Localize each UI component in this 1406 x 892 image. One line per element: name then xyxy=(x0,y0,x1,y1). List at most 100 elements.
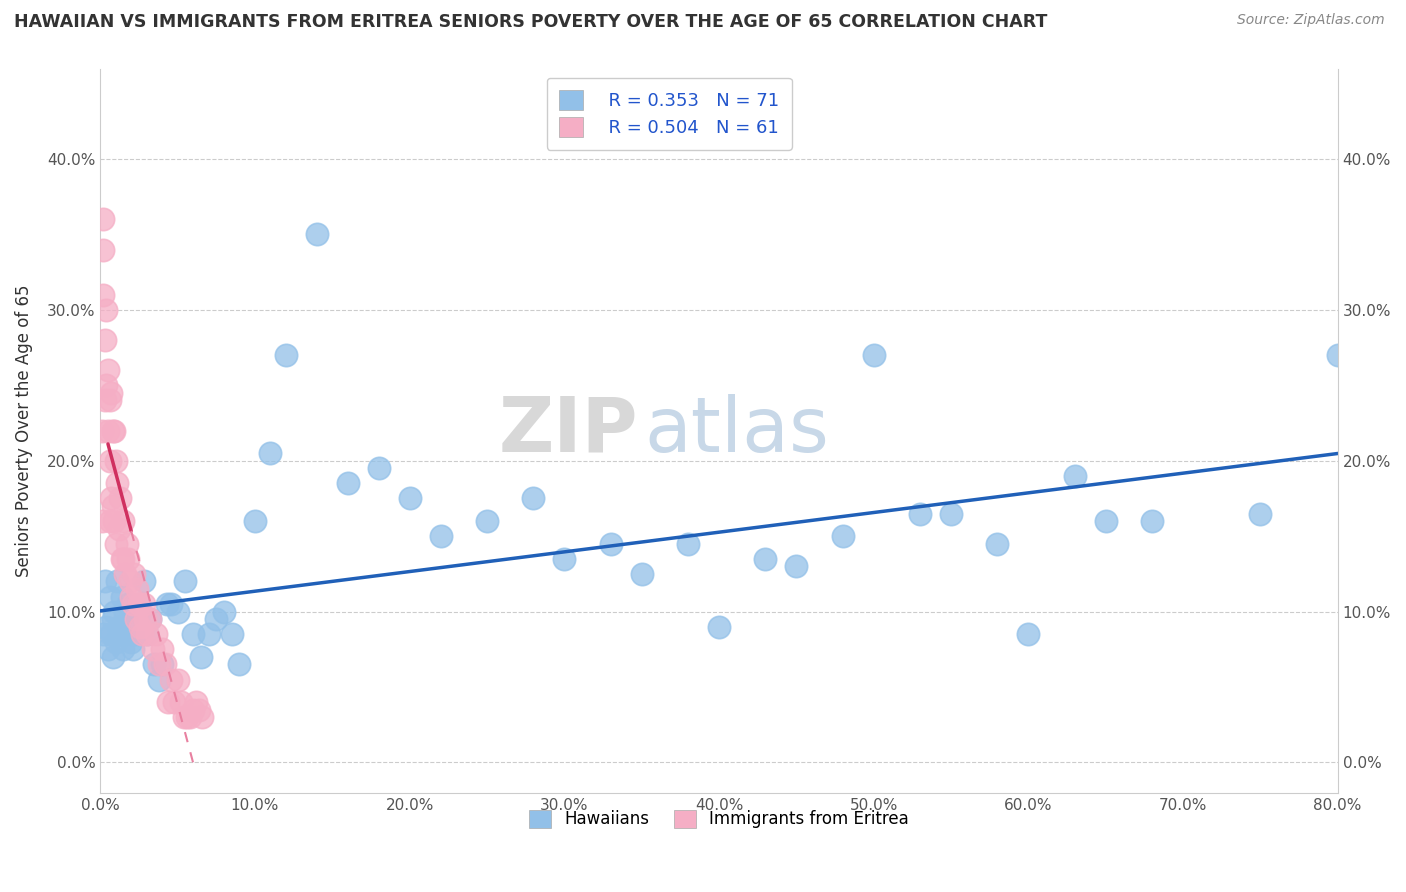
Point xyxy=(112,551,135,566)
Point xyxy=(139,612,162,626)
Point xyxy=(124,566,146,581)
Point xyxy=(117,597,139,611)
Point xyxy=(181,627,204,641)
Point xyxy=(101,649,124,664)
Point xyxy=(160,597,183,611)
Point xyxy=(97,642,120,657)
Point xyxy=(831,529,853,543)
Point xyxy=(98,514,121,528)
Point xyxy=(398,491,420,506)
Point xyxy=(103,424,125,438)
Point xyxy=(166,673,188,687)
Point xyxy=(157,695,180,709)
Point xyxy=(125,620,148,634)
Point xyxy=(101,499,124,513)
Point xyxy=(90,514,112,528)
Point xyxy=(176,710,198,724)
Point xyxy=(707,620,730,634)
Point xyxy=(143,657,166,672)
Point xyxy=(170,695,193,709)
Point xyxy=(125,612,148,626)
Legend: Hawaiians, Immigrants from Eritrea: Hawaiians, Immigrants from Eritrea xyxy=(523,803,915,835)
Point xyxy=(908,507,931,521)
Text: HAWAIIAN VS IMMIGRANTS FROM ERITREA SENIORS POVERTY OVER THE AGE OF 65 CORRELATI: HAWAIIAN VS IMMIGRANTS FROM ERITREA SENI… xyxy=(14,13,1047,31)
Point xyxy=(118,620,141,634)
Point xyxy=(148,657,170,672)
Point xyxy=(132,597,155,611)
Point xyxy=(101,424,124,438)
Point xyxy=(190,649,212,664)
Point xyxy=(93,288,115,302)
Point xyxy=(114,605,136,619)
Point xyxy=(186,695,208,709)
Point xyxy=(205,612,228,626)
Point xyxy=(96,620,118,634)
Point xyxy=(986,537,1008,551)
Point xyxy=(599,537,621,551)
Point xyxy=(131,627,153,641)
Point xyxy=(104,634,127,648)
Point xyxy=(128,597,150,611)
Point xyxy=(100,385,122,400)
Point xyxy=(105,476,128,491)
Point xyxy=(754,551,776,566)
Point xyxy=(129,620,152,634)
Point xyxy=(98,393,121,408)
Point xyxy=(105,574,128,589)
Point xyxy=(108,522,131,536)
Point xyxy=(114,566,136,581)
Point xyxy=(1140,514,1163,528)
Point xyxy=(121,642,143,657)
Point xyxy=(115,537,138,551)
Point xyxy=(179,710,201,724)
Point xyxy=(163,695,186,709)
Point xyxy=(104,537,127,551)
Point xyxy=(939,507,962,521)
Point xyxy=(96,302,118,317)
Point xyxy=(336,476,359,491)
Point xyxy=(100,491,122,506)
Point xyxy=(522,491,544,506)
Point xyxy=(94,333,117,347)
Point xyxy=(97,424,120,438)
Point xyxy=(94,574,117,589)
Point xyxy=(135,627,157,641)
Point xyxy=(367,461,389,475)
Point xyxy=(155,657,177,672)
Point xyxy=(166,605,188,619)
Point xyxy=(429,529,451,543)
Point xyxy=(243,514,266,528)
Point xyxy=(127,612,149,626)
Point xyxy=(305,227,328,242)
Point xyxy=(103,605,125,619)
Point xyxy=(1094,514,1116,528)
Point xyxy=(1063,468,1085,483)
Point xyxy=(98,454,121,468)
Point xyxy=(111,551,134,566)
Point xyxy=(221,627,243,641)
Point xyxy=(862,348,884,362)
Point xyxy=(134,612,156,626)
Point xyxy=(112,642,135,657)
Point xyxy=(135,627,157,641)
Point xyxy=(103,514,125,528)
Point xyxy=(1249,507,1271,521)
Point xyxy=(142,642,165,657)
Point xyxy=(97,363,120,377)
Point xyxy=(150,642,173,657)
Point xyxy=(127,582,149,596)
Point xyxy=(212,605,235,619)
Point xyxy=(181,703,204,717)
Point xyxy=(115,627,138,641)
Point xyxy=(124,627,146,641)
Point xyxy=(145,627,167,641)
Point xyxy=(150,657,173,672)
Point xyxy=(1017,627,1039,641)
Text: atlas: atlas xyxy=(645,393,830,467)
Point xyxy=(120,634,142,648)
Point xyxy=(101,612,124,626)
Point xyxy=(553,551,575,566)
Point xyxy=(173,710,195,724)
Point xyxy=(128,597,150,611)
Point xyxy=(129,605,152,619)
